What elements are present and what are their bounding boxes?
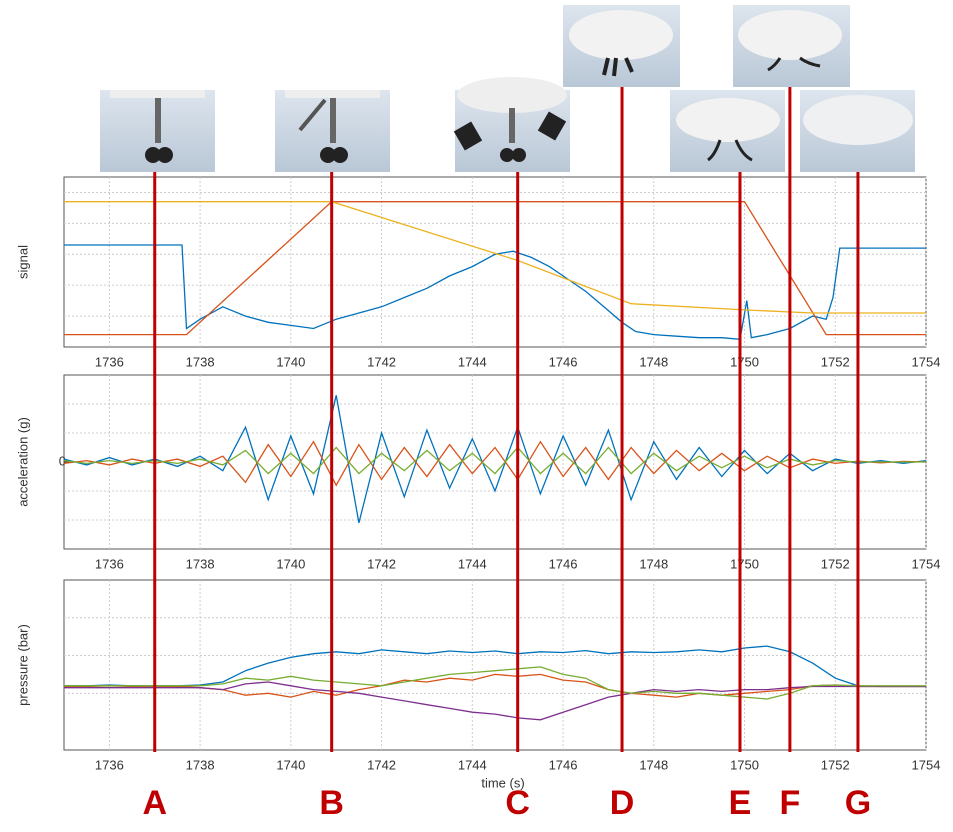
x-tick-label: 1738 (186, 556, 215, 571)
x-tick-label: 1742 (367, 354, 396, 369)
x-tick-label: 1740 (276, 354, 305, 369)
event-label: D (610, 784, 635, 822)
x-tick-label: 1740 (276, 556, 305, 571)
plots: 1736 1738 1740 1742 1744 1746 1748 1750 1752 1754… (15, 176, 941, 790)
y-axis-label: pressure (bar) (15, 624, 30, 706)
event-label: C (505, 784, 530, 822)
x-tick-label: 1754 (912, 757, 941, 772)
plot-area (63, 176, 927, 348)
photo-f (733, 5, 850, 87)
subplot: 1736 1738 1740 1742 1744 1746 1748 1750 1752 1754… (15, 579, 941, 790)
plot-area (63, 579, 927, 751)
x-tick-label: 1742 (367, 757, 396, 772)
x-tick-label: 1752 (821, 757, 850, 772)
x-tick-label: 1746 (549, 757, 578, 772)
plot-area (63, 374, 927, 550)
event-label: F (780, 784, 801, 822)
x-tick-label: 1750 (730, 757, 759, 772)
subplot: 1736 1738 1740 1742 1744 1746 1748 1750 1752 1754… (15, 176, 941, 369)
x-tick-label: 1754 (912, 556, 941, 571)
event-label: B (319, 784, 344, 822)
series-line (63, 446, 926, 475)
x-tick-label: 1748 (639, 556, 668, 571)
x-tick-label: 1742 (367, 556, 396, 571)
x-tick-label: 1752 (821, 556, 850, 571)
photo-d (563, 5, 680, 87)
x-tick-label: 1736 (95, 556, 124, 571)
x-tick-label: 1754 (912, 354, 941, 369)
series-line (64, 244, 926, 340)
series-line (64, 681, 926, 721)
x-tick-label: 1736 (95, 757, 124, 772)
y-axis-label: acceleration (g) (15, 417, 30, 507)
x-tick-label: 1744 (458, 757, 487, 772)
photo-c (453, 77, 570, 172)
photo-g (800, 90, 915, 172)
event-label: G (845, 784, 871, 822)
event-label: A (142, 784, 167, 822)
x-tick-label: 1748 (639, 757, 668, 772)
series-line (63, 440, 927, 487)
x-tick-label: 1738 (186, 757, 215, 772)
x-tick-label: 1736 (95, 354, 124, 369)
x-tick-label: 1746 (549, 556, 578, 571)
photo-b (275, 90, 390, 172)
x-tick-label: 1744 (458, 354, 487, 369)
series-line (64, 666, 926, 700)
y-tick-label: 0 (59, 453, 66, 468)
event-label: E (729, 784, 752, 822)
series-line (64, 201, 926, 336)
subplot: 1736 1738 1740 1742 1744 1746 1748 1750 1752 1754… (15, 374, 941, 571)
y-axis-label: signal (15, 245, 30, 279)
series-line (64, 645, 926, 688)
x-axis-label: time (s) (481, 775, 524, 790)
x-tick-label: 1746 (549, 354, 578, 369)
photo-a (100, 90, 215, 172)
x-tick-label: 1750 (730, 354, 759, 369)
photos (100, 5, 915, 172)
x-tick-label: 1744 (458, 556, 487, 571)
x-tick-label: 1738 (186, 354, 215, 369)
x-tick-label: 1750 (730, 556, 759, 571)
photo-e (670, 90, 785, 172)
x-tick-label: 1748 (639, 354, 668, 369)
x-tick-label: 1752 (821, 354, 850, 369)
x-tick-label: 1740 (276, 757, 305, 772)
